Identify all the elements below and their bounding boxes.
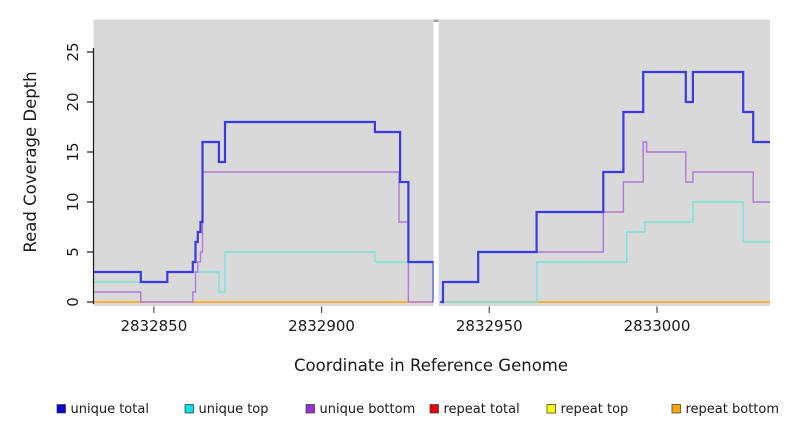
plot-background: [93, 19, 770, 306]
legend-label: unique total: [71, 402, 149, 417]
legend-label: unique bottom: [320, 402, 416, 417]
y-tick-label: 20: [64, 92, 82, 111]
x-tick-label: 2832950: [456, 317, 523, 335]
legend-swatch-repeat-total: [429, 404, 439, 414]
legend-swatch-unique-total: [56, 404, 66, 414]
y-axis-title: Read Coverage Depth: [21, 71, 40, 252]
legend-label: repeat total: [444, 402, 520, 417]
series-line-unique-total: [440, 70, 770, 304]
legend-swatch-repeat-bottom: [671, 404, 681, 414]
legend: unique total unique top unique bottom repea…: [56, 402, 780, 417]
legend-label: unique top: [199, 402, 269, 417]
x-axis-title: Coordinate in Reference Genome: [294, 356, 568, 375]
legend-item-unique-total: unique total: [56, 402, 149, 417]
series-line-unique-top: [440, 201, 770, 303]
coverage-gap-band: [433, 19, 439, 306]
x-tick-label: 2833000: [624, 317, 691, 335]
legend-item-repeat-bottom: repeat bottom: [671, 402, 780, 417]
x-tick-label: 2832850: [120, 317, 187, 335]
legend-item-repeat-top: repeat top: [546, 402, 629, 417]
legend-item-unique-bottom: unique bottom: [305, 402, 416, 417]
legend-item-unique-top: unique top: [184, 402, 269, 417]
y-tick-label: 5: [64, 247, 82, 257]
legend-swatch-unique-bottom: [305, 404, 315, 414]
y-tick-label: 10: [64, 192, 82, 211]
legend-swatch-repeat-top: [546, 404, 556, 414]
legend-item-repeat-total: repeat total: [429, 402, 520, 417]
series-line-unique-bottom: [93, 171, 434, 303]
x-tick-label: 2832900: [288, 317, 355, 335]
legend-label: repeat top: [561, 402, 629, 417]
legend-label: repeat bottom: [686, 402, 780, 417]
y-tick-label: 15: [64, 142, 82, 161]
coverage-gap-cap: [433, 19, 439, 22]
y-tick-label: 0: [64, 297, 82, 307]
series-line-unique-total: [93, 120, 435, 302]
legend-swatch-unique-top: [184, 404, 194, 414]
y-tick-label: 25: [64, 42, 82, 61]
